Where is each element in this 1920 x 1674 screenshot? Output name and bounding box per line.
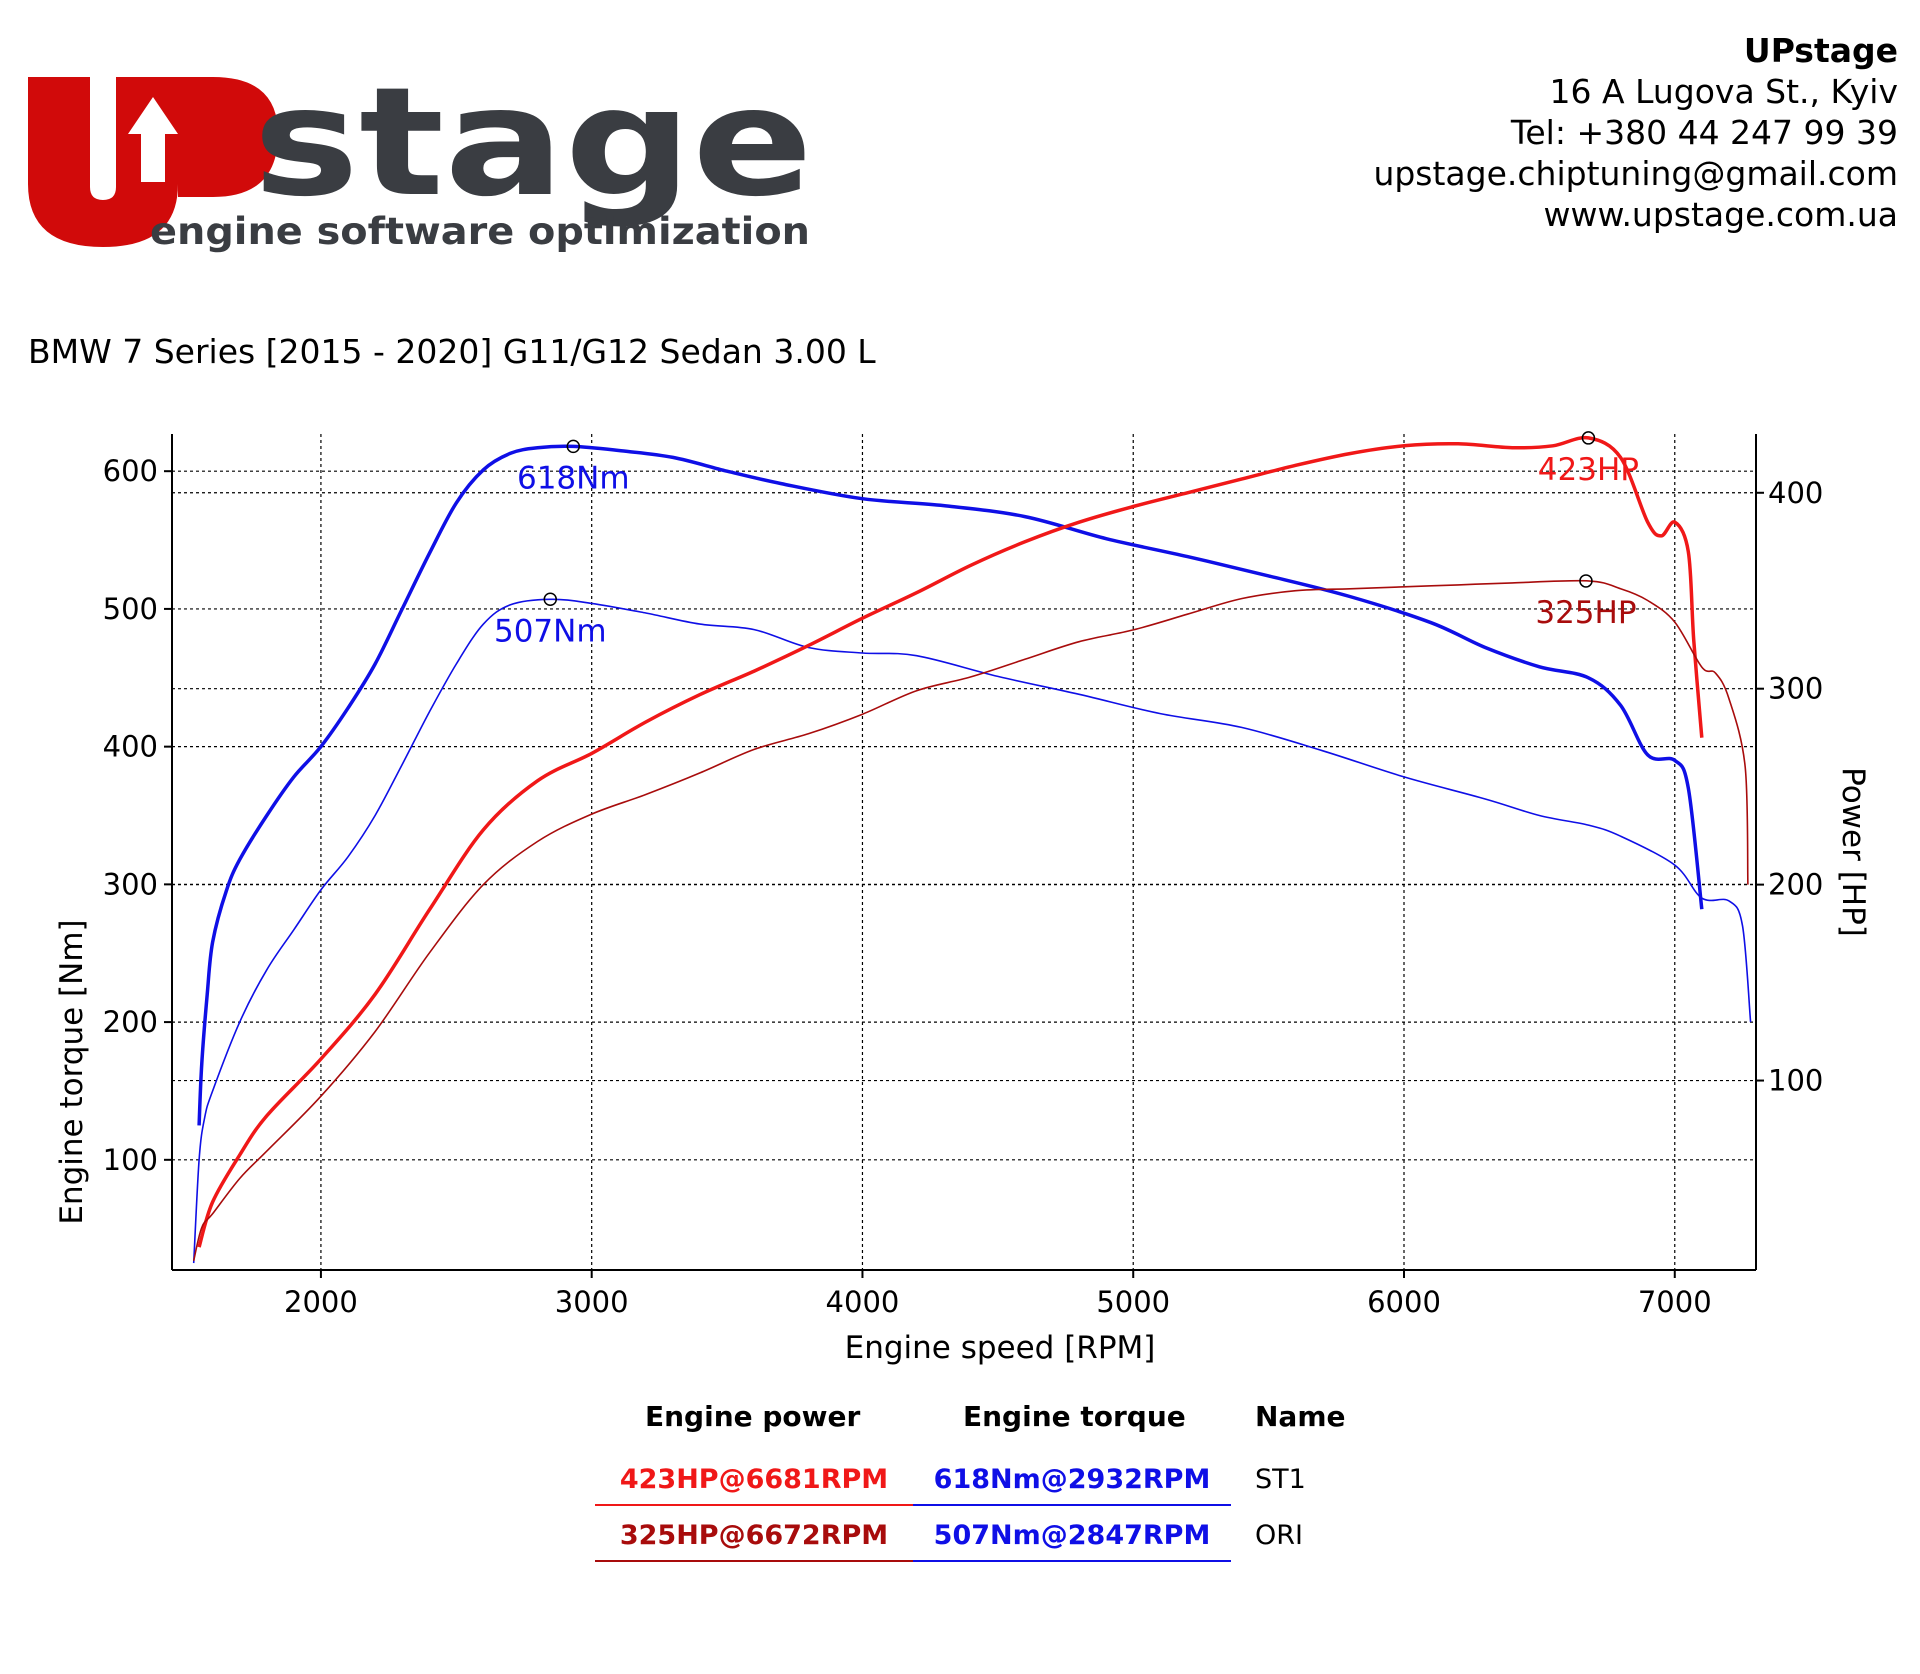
legend-torque-value: 507Nm@2847RPM — [933, 1520, 1211, 1551]
legend-power-value: 423HP@6681RPM — [619, 1464, 889, 1495]
legend-table: Engine power Engine torque Name 423HP@66… — [595, 1400, 1365, 1568]
legend-header-row: Engine power Engine torque Name — [595, 1400, 1365, 1456]
legend-row: 325HP@6672RPM 507Nm@2847RPM ORI — [595, 1512, 1365, 1568]
legend-torque-line — [913, 1560, 1231, 1562]
legend-row: 423HP@6681RPM 618Nm@2932RPM ST1 — [595, 1456, 1365, 1512]
logo-arrow — [128, 97, 178, 182]
legend-header-torque: Engine torque — [963, 1400, 1186, 1433]
company-info: UPstage 16 A Lugova St., Kyiv Tel: +380 … — [1373, 30, 1898, 235]
y-left-tick-label: 100 — [103, 1143, 158, 1177]
torque-curve-st1 — [197, 444, 1704, 1126]
x-tick-label: 4000 — [826, 1285, 900, 1319]
legend-torque-line — [913, 1504, 1231, 1506]
y-right-tick-label: 300 — [1768, 672, 1823, 706]
chart-title: BMW 7 Series [2015 - 2020] G11/G12 Sedan… — [28, 332, 876, 371]
y-axis-left-label: Engine torque [Nm] — [54, 919, 90, 1224]
x-tick-label: 3000 — [555, 1285, 629, 1319]
y-left-tick-label: 200 — [103, 1005, 158, 1039]
power-peak-marker-ori — [1579, 574, 1593, 588]
legend-power-value: 325HP@6672RPM — [619, 1520, 889, 1551]
dyno-chart: 2000 3000 4000 5000 6000 7000 100 200 300 400 500 6… — [54, 431, 1871, 1366]
power-peak-label-ori: 325HP — [1535, 595, 1636, 631]
company-website: www.upstage.com.ua — [1543, 195, 1899, 234]
grid-layer — [172, 434, 1756, 1270]
x-tick-label: 5000 — [1096, 1285, 1170, 1319]
y-left-tick-label: 600 — [103, 454, 158, 488]
x-tick-label: 6000 — [1367, 1285, 1441, 1319]
legend-power-line — [595, 1560, 913, 1562]
company-phone: Tel: +380 44 247 99 39 — [1510, 113, 1898, 152]
power-curve-st1 — [197, 435, 1704, 1248]
legend-header-name: Name — [1255, 1400, 1346, 1433]
y-right-tick-label: 400 — [1768, 476, 1823, 510]
torque-peak-label-ori: 507Nm — [494, 613, 607, 649]
y-left-tick-label: 400 — [103, 730, 158, 764]
torque-peak-marker-ori — [543, 592, 558, 607]
torque-curve-ori — [192, 598, 1752, 1264]
series-layer — [192, 431, 1752, 1264]
logo-brand-text: stage — [253, 72, 813, 230]
label-layer: 618Nm 507Nm 423HP 325HP — [494, 452, 1639, 649]
torque-peak-marker-st1 — [566, 439, 581, 454]
axes-layer: 2000 3000 4000 5000 6000 7000 100 200 300 400 500 6… — [103, 434, 1823, 1319]
x-tick-label: 7000 — [1638, 1285, 1712, 1319]
power-curve-ori — [192, 579, 1749, 1261]
company-name: UPstage — [1743, 31, 1898, 70]
power-peak-label-st1: 423HP — [1538, 452, 1639, 488]
legend-header-power: Engine power — [645, 1400, 861, 1433]
upstage-logo: stage engine software optimization — [28, 56, 828, 262]
legend-name-value: ORI — [1255, 1520, 1303, 1551]
power-peak-marker-st1 — [1581, 431, 1596, 445]
company-address: 16 A Lugova St., Kyiv — [1549, 72, 1898, 111]
x-tick-label: 2000 — [284, 1285, 358, 1319]
legend-name-value: ST1 — [1255, 1464, 1306, 1495]
logo-d-shape — [178, 77, 278, 197]
y-axis-right-label: Power [HP] — [1835, 767, 1871, 937]
torque-peak-label-st1: 618Nm — [517, 460, 630, 496]
y-right-tick-label: 100 — [1768, 1064, 1823, 1098]
legend-power-line — [595, 1504, 913, 1506]
company-email: upstage.chiptuning@gmail.com — [1373, 154, 1898, 193]
y-right-tick-label: 200 — [1768, 868, 1823, 902]
y-left-tick-label: 500 — [103, 592, 158, 626]
y-left-tick-label: 300 — [103, 867, 158, 901]
logo-tagline: engine software optimization — [150, 210, 810, 253]
legend-torque-value: 618Nm@2932RPM — [933, 1464, 1211, 1495]
x-axis-label: Engine speed [RPM] — [845, 1330, 1156, 1366]
